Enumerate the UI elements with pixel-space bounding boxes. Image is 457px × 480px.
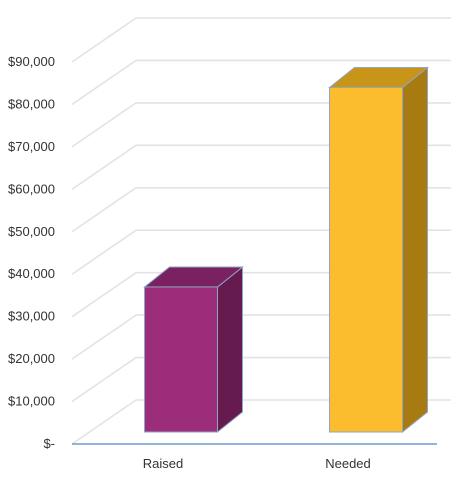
- y-tick-label: $40,000: [8, 266, 55, 281]
- y-tick-label: $30,000: [8, 309, 55, 324]
- gridline: [71, 17, 451, 63]
- bar-side: [402, 66, 428, 434]
- y-tick-label: $-: [43, 436, 55, 451]
- bar-needed: [328, 66, 429, 434]
- bar-raised: [143, 265, 244, 434]
- y-tick-label: $20,000: [8, 351, 55, 366]
- gridline: [71, 59, 451, 106]
- bar-front: [144, 286, 218, 433]
- x-tick-label: Needed: [325, 456, 371, 471]
- y-tick-label: $70,000: [8, 139, 55, 154]
- bars: [143, 66, 429, 434]
- y-tick-label: $80,000: [8, 96, 55, 111]
- bar-front: [329, 86, 403, 433]
- y-tick-label: $10,000: [8, 394, 55, 409]
- x-axis-ticks: Raised Needed: [143, 456, 371, 471]
- y-tick-label: $50,000: [8, 224, 55, 239]
- y-axis-ticks: $- $10,000 $20,000 $30,000 $40,000 $50,000 $60…: [8, 54, 55, 451]
- bar-side: [217, 265, 243, 434]
- y-tick-label: $60,000: [8, 181, 55, 196]
- y-tick-label: $90,000: [8, 54, 55, 69]
- x-tick-label: Raised: [143, 456, 183, 471]
